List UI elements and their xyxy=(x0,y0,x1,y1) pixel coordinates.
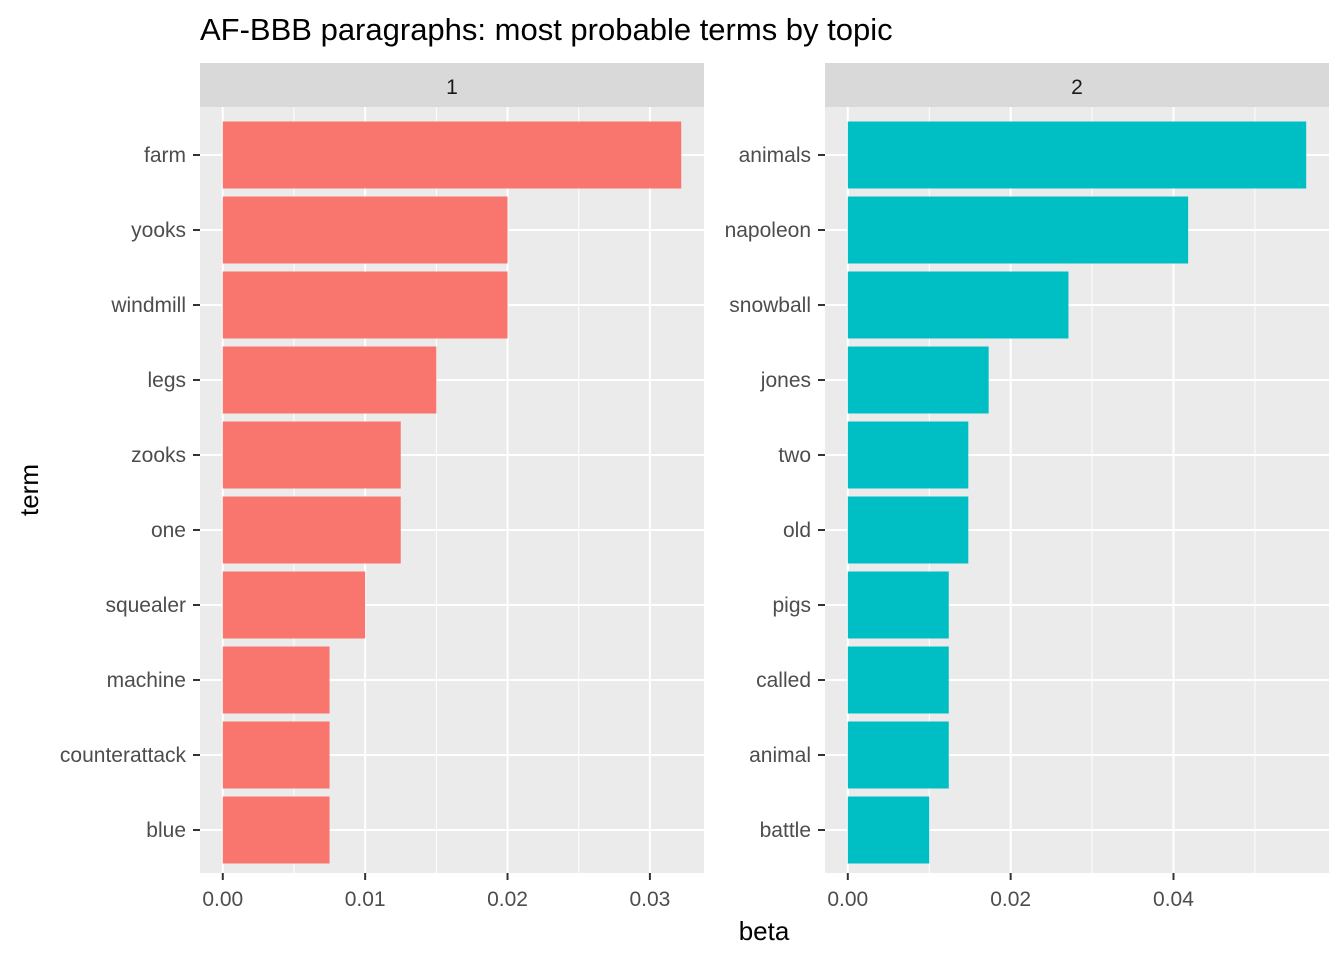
bar-windmill xyxy=(222,271,508,339)
y-tick-label: one xyxy=(151,519,186,542)
y-tick-label: counterattack xyxy=(60,744,187,767)
bar-one xyxy=(222,496,401,564)
x-tick-label: 0.02 xyxy=(487,888,528,911)
y-tick-label: animal xyxy=(749,744,811,767)
bar-battle xyxy=(847,796,930,864)
y-tick-label: blue xyxy=(146,819,186,842)
y-tick-label: animals xyxy=(739,144,811,167)
bar-squealer xyxy=(222,571,366,639)
bar-animals xyxy=(847,121,1307,189)
y-tick-label: legs xyxy=(147,369,186,392)
y-tick-label: yooks xyxy=(131,219,186,242)
bar-zooks xyxy=(222,421,401,489)
bar-napoleon xyxy=(847,196,1189,264)
y-tick-label: windmill xyxy=(110,294,186,317)
bar-pigs xyxy=(847,571,949,639)
strip-label: 1 xyxy=(446,76,458,99)
chart-title: AF-BBB paragraphs: most probable terms b… xyxy=(200,12,893,47)
bar-two xyxy=(847,421,969,489)
y-tick-label: farm xyxy=(144,144,186,167)
y-axis-title: term xyxy=(14,464,44,516)
y-tick-label: zooks xyxy=(131,444,186,467)
y-tick-label: snowball xyxy=(729,294,811,317)
y-tick-label: squealer xyxy=(105,594,186,617)
bar-snowball xyxy=(847,271,1069,339)
bar-machine xyxy=(222,646,330,714)
bar-old xyxy=(847,496,969,564)
x-tick-label: 0.01 xyxy=(345,888,386,911)
strip-background xyxy=(825,63,1329,107)
y-tick-label: pigs xyxy=(772,594,811,617)
x-tick-label: 0.02 xyxy=(990,888,1031,911)
y-tick-label: two xyxy=(778,444,811,467)
y-tick-label: battle xyxy=(760,819,811,842)
y-tick-label: called xyxy=(756,669,811,692)
bar-blue xyxy=(222,796,330,864)
bar-yooks xyxy=(222,196,508,264)
facet-panel-topic-2: 2 animals napoleon snowball jones two old pigs… xyxy=(725,63,1329,911)
bar-called xyxy=(847,646,949,714)
y-tick-label: jones xyxy=(760,369,811,392)
strip-background xyxy=(200,63,704,107)
bar-legs xyxy=(222,346,437,414)
facet-panel-topic-1: 1 farm yooks windmill legs zooks one squealer m… xyxy=(60,63,704,911)
bar-farm xyxy=(222,121,682,189)
strip-label: 2 xyxy=(1071,76,1083,99)
x-axis-title: beta xyxy=(739,916,790,946)
y-tick-label: napoleon xyxy=(725,219,811,242)
bar-counterattack xyxy=(222,721,330,789)
x-tick-label: 0.04 xyxy=(1153,888,1194,911)
x-tick-label: 0.00 xyxy=(202,888,243,911)
x-tick-label: 0.00 xyxy=(827,888,868,911)
y-tick-label: old xyxy=(783,519,811,542)
y-tick-label: machine xyxy=(107,669,186,692)
bar-animal xyxy=(847,721,949,789)
bar-jones xyxy=(847,346,989,414)
x-tick-label: 0.03 xyxy=(629,888,670,911)
